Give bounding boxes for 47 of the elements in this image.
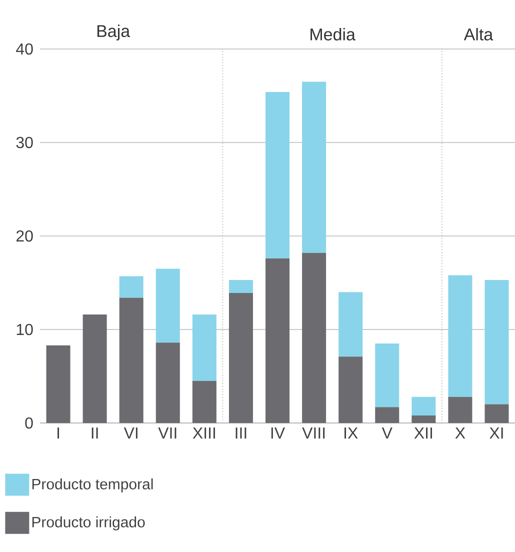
bar <box>302 252 326 423</box>
bar <box>484 280 509 404</box>
bar <box>411 396 436 416</box>
x-tick-label: V <box>382 428 392 439</box>
x-tick-label: VII <box>158 428 176 439</box>
bar <box>338 356 362 423</box>
bar <box>484 404 509 423</box>
y-tick-label: 10 <box>16 324 33 336</box>
bar <box>228 280 253 294</box>
bar <box>338 292 362 357</box>
bar <box>119 276 144 298</box>
bar <box>156 268 180 343</box>
y-tick-label: 0 <box>24 417 33 429</box>
bar <box>119 298 144 423</box>
text: Media <box>310 28 356 40</box>
bar <box>374 344 399 408</box>
text: Baja <box>97 24 130 40</box>
bar <box>228 293 253 423</box>
x-tick-label: IX <box>344 428 358 439</box>
y-tick-label: 30 <box>16 136 33 148</box>
bar <box>82 314 107 423</box>
bar <box>302 82 326 253</box>
bar <box>448 275 472 397</box>
bar <box>192 380 216 423</box>
bar <box>374 407 399 423</box>
x-tick-label: XI <box>489 428 503 439</box>
x-tick-label: III <box>236 428 246 439</box>
bar <box>265 92 290 258</box>
legend-label: Producto irrigado <box>32 516 145 530</box>
bar <box>265 258 290 423</box>
bar <box>192 314 216 381</box>
x-tick-label: IV <box>271 428 285 439</box>
bar <box>411 416 436 423</box>
x-tick-label: II <box>92 428 98 439</box>
legend-label: Producto temporal <box>32 478 153 492</box>
x-tick-label: XII <box>414 428 432 439</box>
y-tick-label: 40 <box>16 43 33 55</box>
text: Alta <box>464 28 493 40</box>
x-tick-label: I <box>57 428 59 439</box>
x-tick-label: VI <box>124 428 138 439</box>
bar <box>448 396 472 423</box>
bar <box>156 342 180 423</box>
bar <box>46 345 70 423</box>
x-tick-label: XIII <box>192 428 215 439</box>
y-tick-label: 20 <box>16 230 33 242</box>
x-tick-label: X <box>455 428 466 439</box>
x-tick-label: VIII <box>302 428 324 439</box>
